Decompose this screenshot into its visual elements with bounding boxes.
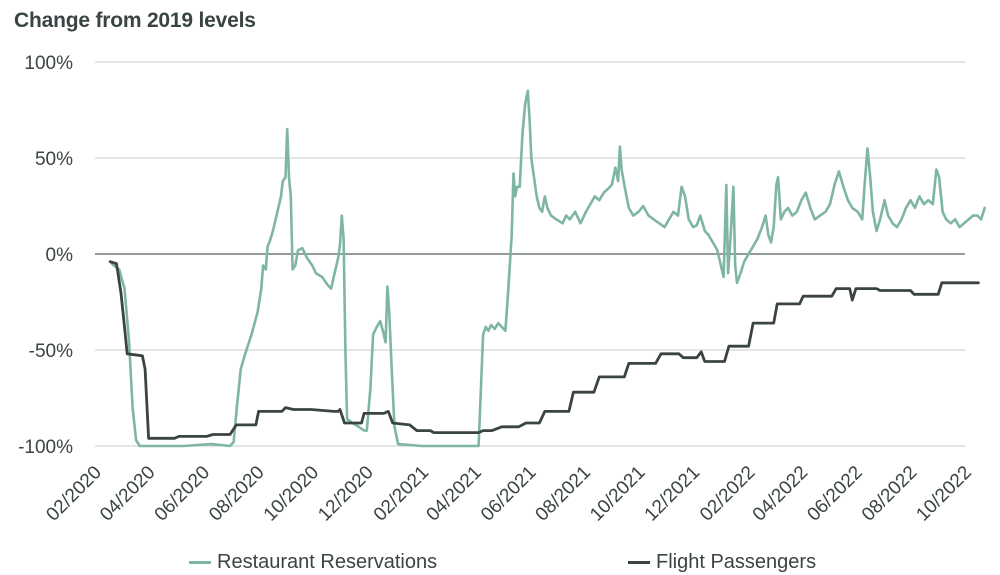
legend-label-flight: Flight Passengers	[656, 550, 817, 573]
x-tick-label: 08/2021	[532, 462, 595, 525]
x-tick-label: 04/2021	[423, 462, 486, 525]
legend-item-restaurant: Restaurant Reservations	[189, 549, 437, 575]
x-tick-label: 12/2021	[641, 462, 704, 525]
legend-item-flight: Flight Passengers	[628, 549, 816, 575]
series-line-flight	[108, 260, 980, 440]
x-tick-label: 04/2020	[96, 462, 159, 525]
x-tick-label: 06/2020	[151, 462, 214, 525]
y-tick-label: -50%	[29, 341, 73, 362]
x-tick-label: 10/2022	[913, 462, 976, 525]
x-tick-label: 12/2020	[314, 462, 377, 525]
chart-title: Change from 2019 levels	[14, 9, 256, 32]
series-line-restaurant	[108, 89, 986, 448]
y-tick-label: 50%	[35, 149, 73, 170]
series-lines	[108, 89, 986, 448]
x-tick-label: 02/2021	[370, 462, 433, 525]
x-tick-label: 08/2020	[205, 462, 268, 525]
x-tick-label: 02/2020	[43, 462, 106, 525]
y-tick-label: 100%	[24, 53, 73, 74]
x-tick-label: 02/2022	[696, 462, 759, 525]
x-tick-label: 06/2022	[803, 462, 866, 525]
x-axis-ticks: 02/202004/202006/202008/202010/202012/20…	[43, 462, 976, 525]
legend-label-restaurant: Restaurant Reservations	[217, 550, 438, 573]
legend-swatch-flight	[628, 560, 650, 564]
x-tick-label: 10/2020	[260, 462, 323, 525]
legend-swatch-restaurant	[189, 560, 211, 564]
x-tick-label: 04/2022	[749, 462, 812, 525]
x-tick-label: 10/2021	[586, 462, 649, 525]
y-tick-label: -100%	[18, 437, 73, 458]
x-tick-label: 08/2022	[858, 462, 921, 525]
y-tick-label: 0%	[46, 245, 74, 266]
x-tick-label: 06/2021	[477, 462, 540, 525]
y-axis-ticks: 100% 50% 0% -50% -100%	[18, 53, 73, 458]
